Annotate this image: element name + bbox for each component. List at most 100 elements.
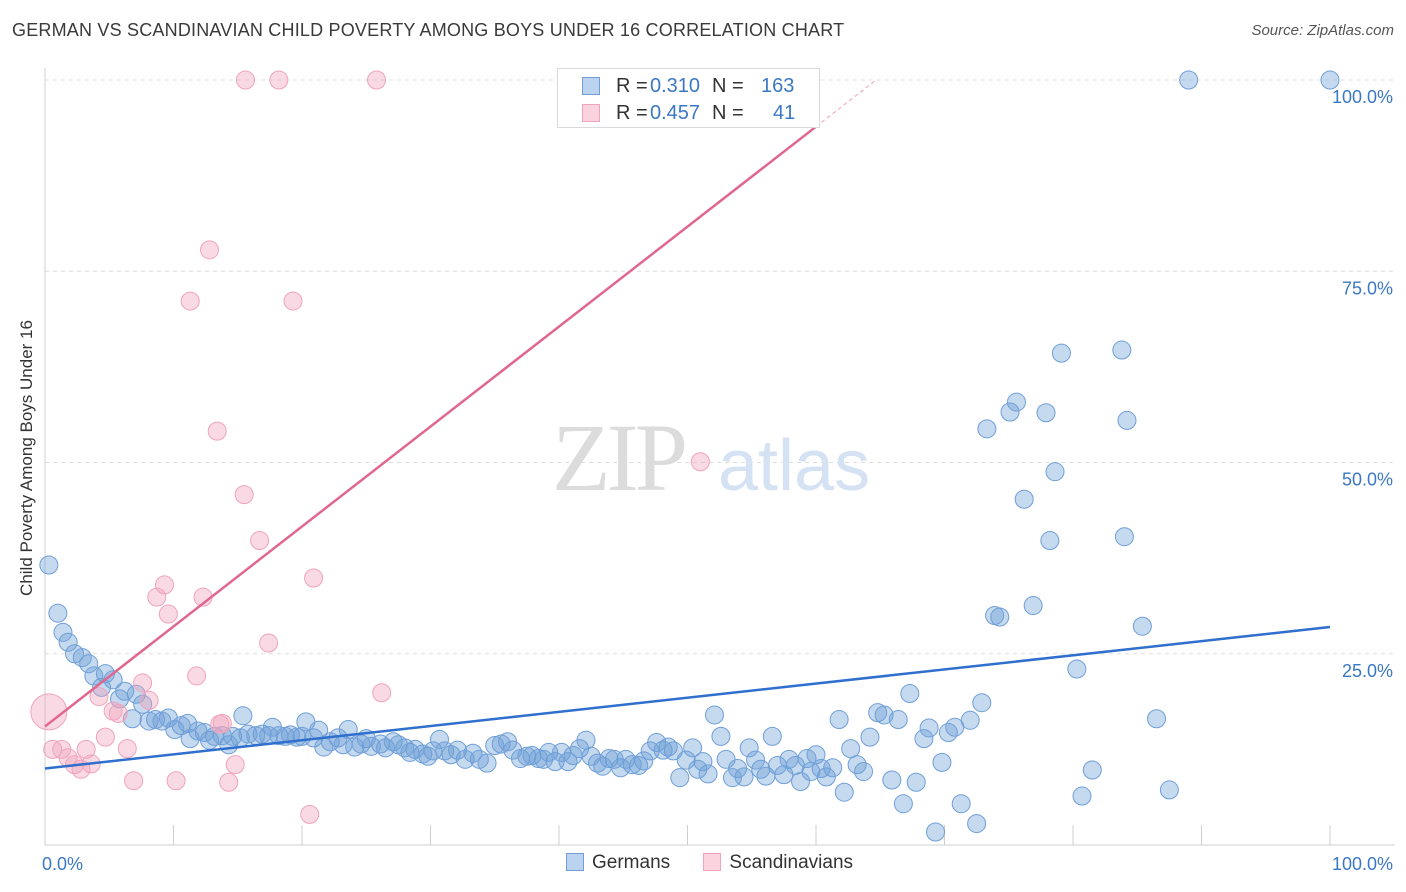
german-point-141 (888, 710, 908, 730)
scandinavian-point-10 (103, 701, 123, 721)
scandinavian-point-24 (207, 421, 227, 441)
german-point-125 (791, 772, 811, 792)
scandinavian-point-9 (95, 727, 115, 747)
german-point-142 (893, 794, 913, 814)
german-point-175 (1320, 70, 1340, 90)
scandinavian-point-29 (235, 70, 255, 90)
german-point-173 (1159, 780, 1179, 800)
scandinavians-swatch (582, 104, 600, 122)
german-point-116 (739, 738, 759, 758)
german-point-172 (1147, 709, 1167, 729)
scandinavian-point-33 (283, 291, 303, 311)
german-point-171 (1132, 616, 1152, 636)
scandinavian-point-0 (30, 693, 68, 731)
german-point-105 (676, 750, 696, 770)
german-point-137 (860, 727, 880, 747)
german-point-133 (834, 782, 854, 802)
scandinavian-point-23 (199, 240, 219, 260)
german-point-109 (698, 764, 718, 784)
scandinavian-point-35 (304, 568, 324, 588)
german-point-154 (972, 693, 992, 713)
german-point-12 (115, 681, 135, 701)
y-tick-label-25: 25.0% (1342, 661, 1393, 681)
german-point-96 (622, 755, 642, 775)
german-point-73 (485, 736, 505, 756)
german-point-69 (455, 749, 475, 769)
german-point-92 (599, 749, 619, 769)
german-point-106 (683, 738, 703, 758)
source-label: Source: ZipAtlas.com (1251, 22, 1394, 39)
german-point-160 (1014, 489, 1034, 509)
scandinavian-point-14 (133, 673, 153, 693)
german-point-151 (951, 794, 971, 814)
german-point-111 (711, 726, 731, 746)
german-point-174 (1179, 70, 1199, 90)
german-point-13 (122, 709, 142, 729)
german-point-100 (647, 732, 667, 752)
german-point-167 (1072, 786, 1092, 806)
german-point-78 (517, 746, 537, 766)
german-point-115 (734, 767, 754, 787)
german-point-57 (383, 732, 403, 752)
watermark-atlas: atlas (718, 426, 870, 506)
german-point-84 (552, 742, 572, 762)
german-point-23 (180, 729, 200, 749)
legend-row-germans: R = 0.310 N = 163 (558, 74, 819, 100)
germans-swatch (566, 853, 584, 871)
series-legend: Germans Scandinavians (566, 852, 881, 874)
german-point-117 (746, 750, 766, 770)
y-tick-label-75: 75.0% (1342, 278, 1393, 298)
trend-lines (44, 79, 1331, 770)
scandinavian-point-21 (187, 666, 207, 686)
legend-row-scandinavians: R = 0.457 N = 41 (558, 101, 819, 127)
scandinavian-point-39 (210, 714, 230, 734)
german-point-148 (932, 752, 952, 772)
n-value: 41 (773, 102, 796, 124)
german-point-152 (960, 710, 980, 730)
legend-item-scandinavians: Scandinavians (703, 852, 853, 874)
scandinavian-point-30 (250, 531, 270, 551)
german-point-168 (1082, 760, 1102, 780)
german-point-144 (906, 772, 926, 792)
german-point-149 (938, 723, 958, 743)
scandinavian-trend-line (44, 125, 817, 728)
german-point-14 (126, 684, 146, 704)
german-point-80 (528, 749, 548, 769)
german-point-169 (1112, 340, 1132, 360)
scandinavian-point-36 (367, 70, 387, 90)
scandinavian-point-38 (690, 452, 710, 472)
german-point-56 (376, 738, 396, 758)
german-point-22 (178, 713, 198, 733)
tick-labels: 25.0% 50.0% 75.0% 100.0% 0.0% 100.0% (42, 87, 1393, 874)
axes (44, 68, 1395, 846)
german-point-33 (238, 724, 258, 744)
scandinavian-point-8 (89, 687, 109, 707)
german-point-102 (658, 737, 678, 757)
german-point-158 (1000, 402, 1020, 422)
scandinavian-point-31 (259, 633, 279, 653)
scandinavian-point-11 (108, 703, 128, 723)
german-point-136 (854, 762, 874, 782)
german-point-170 (1117, 410, 1137, 430)
german-point-104 (670, 768, 690, 788)
german-point-162 (1036, 403, 1056, 423)
german-points (39, 70, 1340, 842)
r-value: 0.310 (650, 75, 701, 97)
german-point-132 (829, 710, 849, 730)
scandinavian-point-15 (139, 690, 159, 710)
scandinavian-points (30, 70, 710, 824)
legend-item-germans: Germans (566, 852, 670, 874)
scandinavian-point-20 (180, 291, 200, 311)
german-point-3 (58, 632, 78, 652)
watermark-zip: ZIP (552, 404, 685, 511)
german-point-85 (558, 752, 578, 772)
scandinavian-point-13 (124, 771, 144, 791)
german-point-88 (576, 730, 596, 750)
r-value: 0.457 (650, 102, 701, 124)
german-point-147 (926, 822, 946, 842)
german-point-108 (693, 752, 713, 772)
germans-swatch (582, 77, 600, 95)
german-point-35 (252, 724, 272, 744)
german-point-163 (1040, 531, 1060, 551)
